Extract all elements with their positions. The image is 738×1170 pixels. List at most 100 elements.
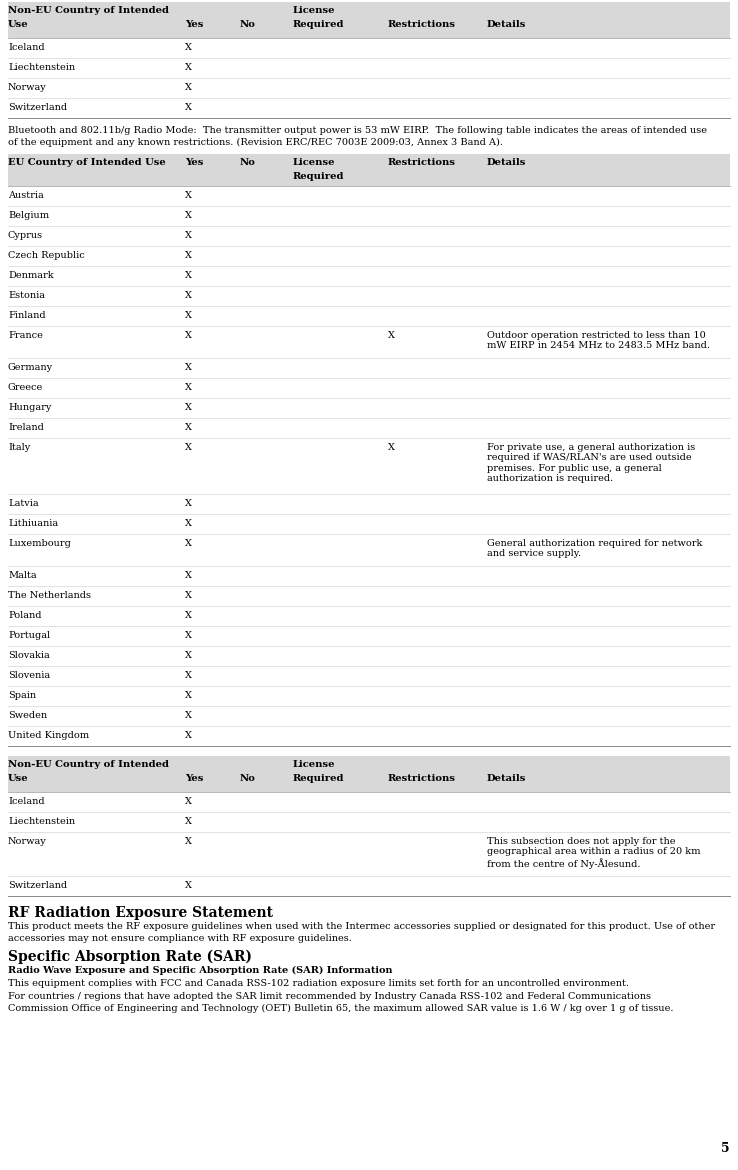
Text: X: X — [185, 191, 192, 200]
Text: Austria: Austria — [8, 191, 44, 200]
Text: Norway: Norway — [8, 83, 46, 92]
Text: Yes: Yes — [185, 775, 204, 783]
Text: Outdoor operation restricted to less than 10
mW EIRP in 2454 MHz to 2483.5 MHz b: Outdoor operation restricted to less tha… — [487, 331, 710, 350]
Text: X: X — [185, 631, 192, 640]
Text: The Netherlands: The Netherlands — [8, 591, 91, 600]
Text: No: No — [240, 775, 256, 783]
Text: X: X — [185, 881, 192, 890]
Text: Luxembourg: Luxembourg — [8, 539, 71, 548]
Text: Yes: Yes — [185, 158, 204, 167]
Text: Czech Republic: Czech Republic — [8, 252, 85, 260]
Text: X: X — [185, 402, 192, 412]
Text: Finland: Finland — [8, 311, 46, 321]
Text: X: X — [185, 443, 192, 452]
Text: X: X — [185, 311, 192, 321]
Text: Iceland: Iceland — [8, 43, 44, 51]
Text: France: France — [8, 331, 43, 340]
Text: License: License — [293, 6, 336, 15]
Text: Restrictions: Restrictions — [388, 775, 456, 783]
Text: X: X — [388, 331, 395, 340]
Text: X: X — [185, 691, 192, 700]
Text: X: X — [185, 291, 192, 300]
Text: Greece: Greece — [8, 383, 44, 392]
Text: X: X — [185, 498, 192, 508]
Text: X: X — [185, 571, 192, 580]
Text: Liechtenstein: Liechtenstein — [8, 817, 75, 826]
Text: Belgium: Belgium — [8, 211, 49, 220]
Text: This equipment complies with FCC and Canada RSS-102 radiation exposure limits se: This equipment complies with FCC and Can… — [8, 979, 629, 987]
Text: No: No — [240, 158, 256, 167]
Text: X: X — [185, 252, 192, 260]
Text: Radio Wave Exposure and Specific Absorption Rate (SAR) Information: Radio Wave Exposure and Specific Absorpt… — [8, 966, 393, 975]
Text: Ireland: Ireland — [8, 424, 44, 432]
Text: X: X — [185, 519, 192, 528]
Text: Cyprus: Cyprus — [8, 230, 43, 240]
Polygon shape — [8, 154, 730, 186]
Text: Lithiuania: Lithiuania — [8, 519, 58, 528]
Text: Portugal: Portugal — [8, 631, 50, 640]
Polygon shape — [8, 756, 730, 792]
Text: License: License — [293, 760, 336, 769]
Text: Use: Use — [8, 20, 29, 29]
Text: accessories may not ensure compliance with RF exposure guidelines.: accessories may not ensure compliance wi… — [8, 934, 352, 943]
Text: Denmark: Denmark — [8, 271, 54, 280]
Text: RF Radiation Exposure Statement: RF Radiation Exposure Statement — [8, 906, 273, 920]
Text: X: X — [185, 363, 192, 372]
Text: Yes: Yes — [185, 20, 204, 29]
Text: Italy: Italy — [8, 443, 30, 452]
Text: Sweden: Sweden — [8, 711, 47, 720]
Polygon shape — [8, 2, 730, 37]
Text: X: X — [185, 672, 192, 680]
Text: Switzerland: Switzerland — [8, 881, 67, 890]
Text: Restrictions: Restrictions — [388, 20, 456, 29]
Text: X: X — [185, 424, 192, 432]
Text: Germany: Germany — [8, 363, 53, 372]
Text: Details: Details — [487, 775, 526, 783]
Text: Iceland: Iceland — [8, 797, 44, 806]
Text: X: X — [185, 651, 192, 660]
Text: X: X — [185, 331, 192, 340]
Text: X: X — [185, 837, 192, 846]
Text: Non-EU Country of Intended: Non-EU Country of Intended — [8, 6, 169, 15]
Text: Latvia: Latvia — [8, 498, 38, 508]
Text: For private use, a general authorization is
required if WAS/RLAN's are used outs: For private use, a general authorization… — [487, 443, 695, 483]
Text: X: X — [185, 711, 192, 720]
Text: X: X — [185, 43, 192, 51]
Text: X: X — [185, 817, 192, 826]
Text: X: X — [185, 611, 192, 620]
Text: Slovenia: Slovenia — [8, 672, 50, 680]
Text: Spain: Spain — [8, 691, 36, 700]
Text: Norway: Norway — [8, 837, 46, 846]
Text: X: X — [185, 63, 192, 73]
Text: For countries / regions that have adopted the SAR limit recommended by Industry : For countries / regions that have adopte… — [8, 992, 651, 1002]
Text: X: X — [185, 230, 192, 240]
Text: X: X — [388, 443, 395, 452]
Text: Liechtenstein: Liechtenstein — [8, 63, 75, 73]
Text: X: X — [185, 83, 192, 92]
Text: This product meets the RF exposure guidelines when used with the Intermec access: This product meets the RF exposure guide… — [8, 922, 715, 931]
Text: Poland: Poland — [8, 611, 41, 620]
Text: Required: Required — [293, 20, 345, 29]
Text: This subsection does not apply for the
geographical area within a radius of 20 k: This subsection does not apply for the g… — [487, 837, 700, 869]
Text: No: No — [240, 20, 256, 29]
Text: X: X — [185, 539, 192, 548]
Text: Details: Details — [487, 20, 526, 29]
Text: License: License — [293, 158, 336, 167]
Text: Specific Absorption Rate (SAR): Specific Absorption Rate (SAR) — [8, 950, 252, 964]
Text: Hungary: Hungary — [8, 402, 52, 412]
Text: Restrictions: Restrictions — [388, 158, 456, 167]
Text: Non-EU Country of Intended: Non-EU Country of Intended — [8, 760, 169, 769]
Text: X: X — [185, 591, 192, 600]
Text: 5: 5 — [721, 1142, 730, 1155]
Text: Required: Required — [293, 172, 345, 181]
Text: Commission Office of Engineering and Technology (OET) Bulletin 65, the maximum a: Commission Office of Engineering and Tec… — [8, 1004, 674, 1013]
Text: General authorization required for network
and service supply.: General authorization required for netwo… — [487, 539, 703, 558]
Text: United Kingdom: United Kingdom — [8, 731, 89, 739]
Text: Required: Required — [293, 775, 345, 783]
Text: EU Country of Intended Use: EU Country of Intended Use — [8, 158, 166, 167]
Text: Details: Details — [487, 158, 526, 167]
Text: X: X — [185, 211, 192, 220]
Text: X: X — [185, 731, 192, 739]
Text: of the equipment and any known restrictions. (Revision ERC/REC 7003E 2009:03, An: of the equipment and any known restricti… — [8, 138, 503, 147]
Text: X: X — [185, 797, 192, 806]
